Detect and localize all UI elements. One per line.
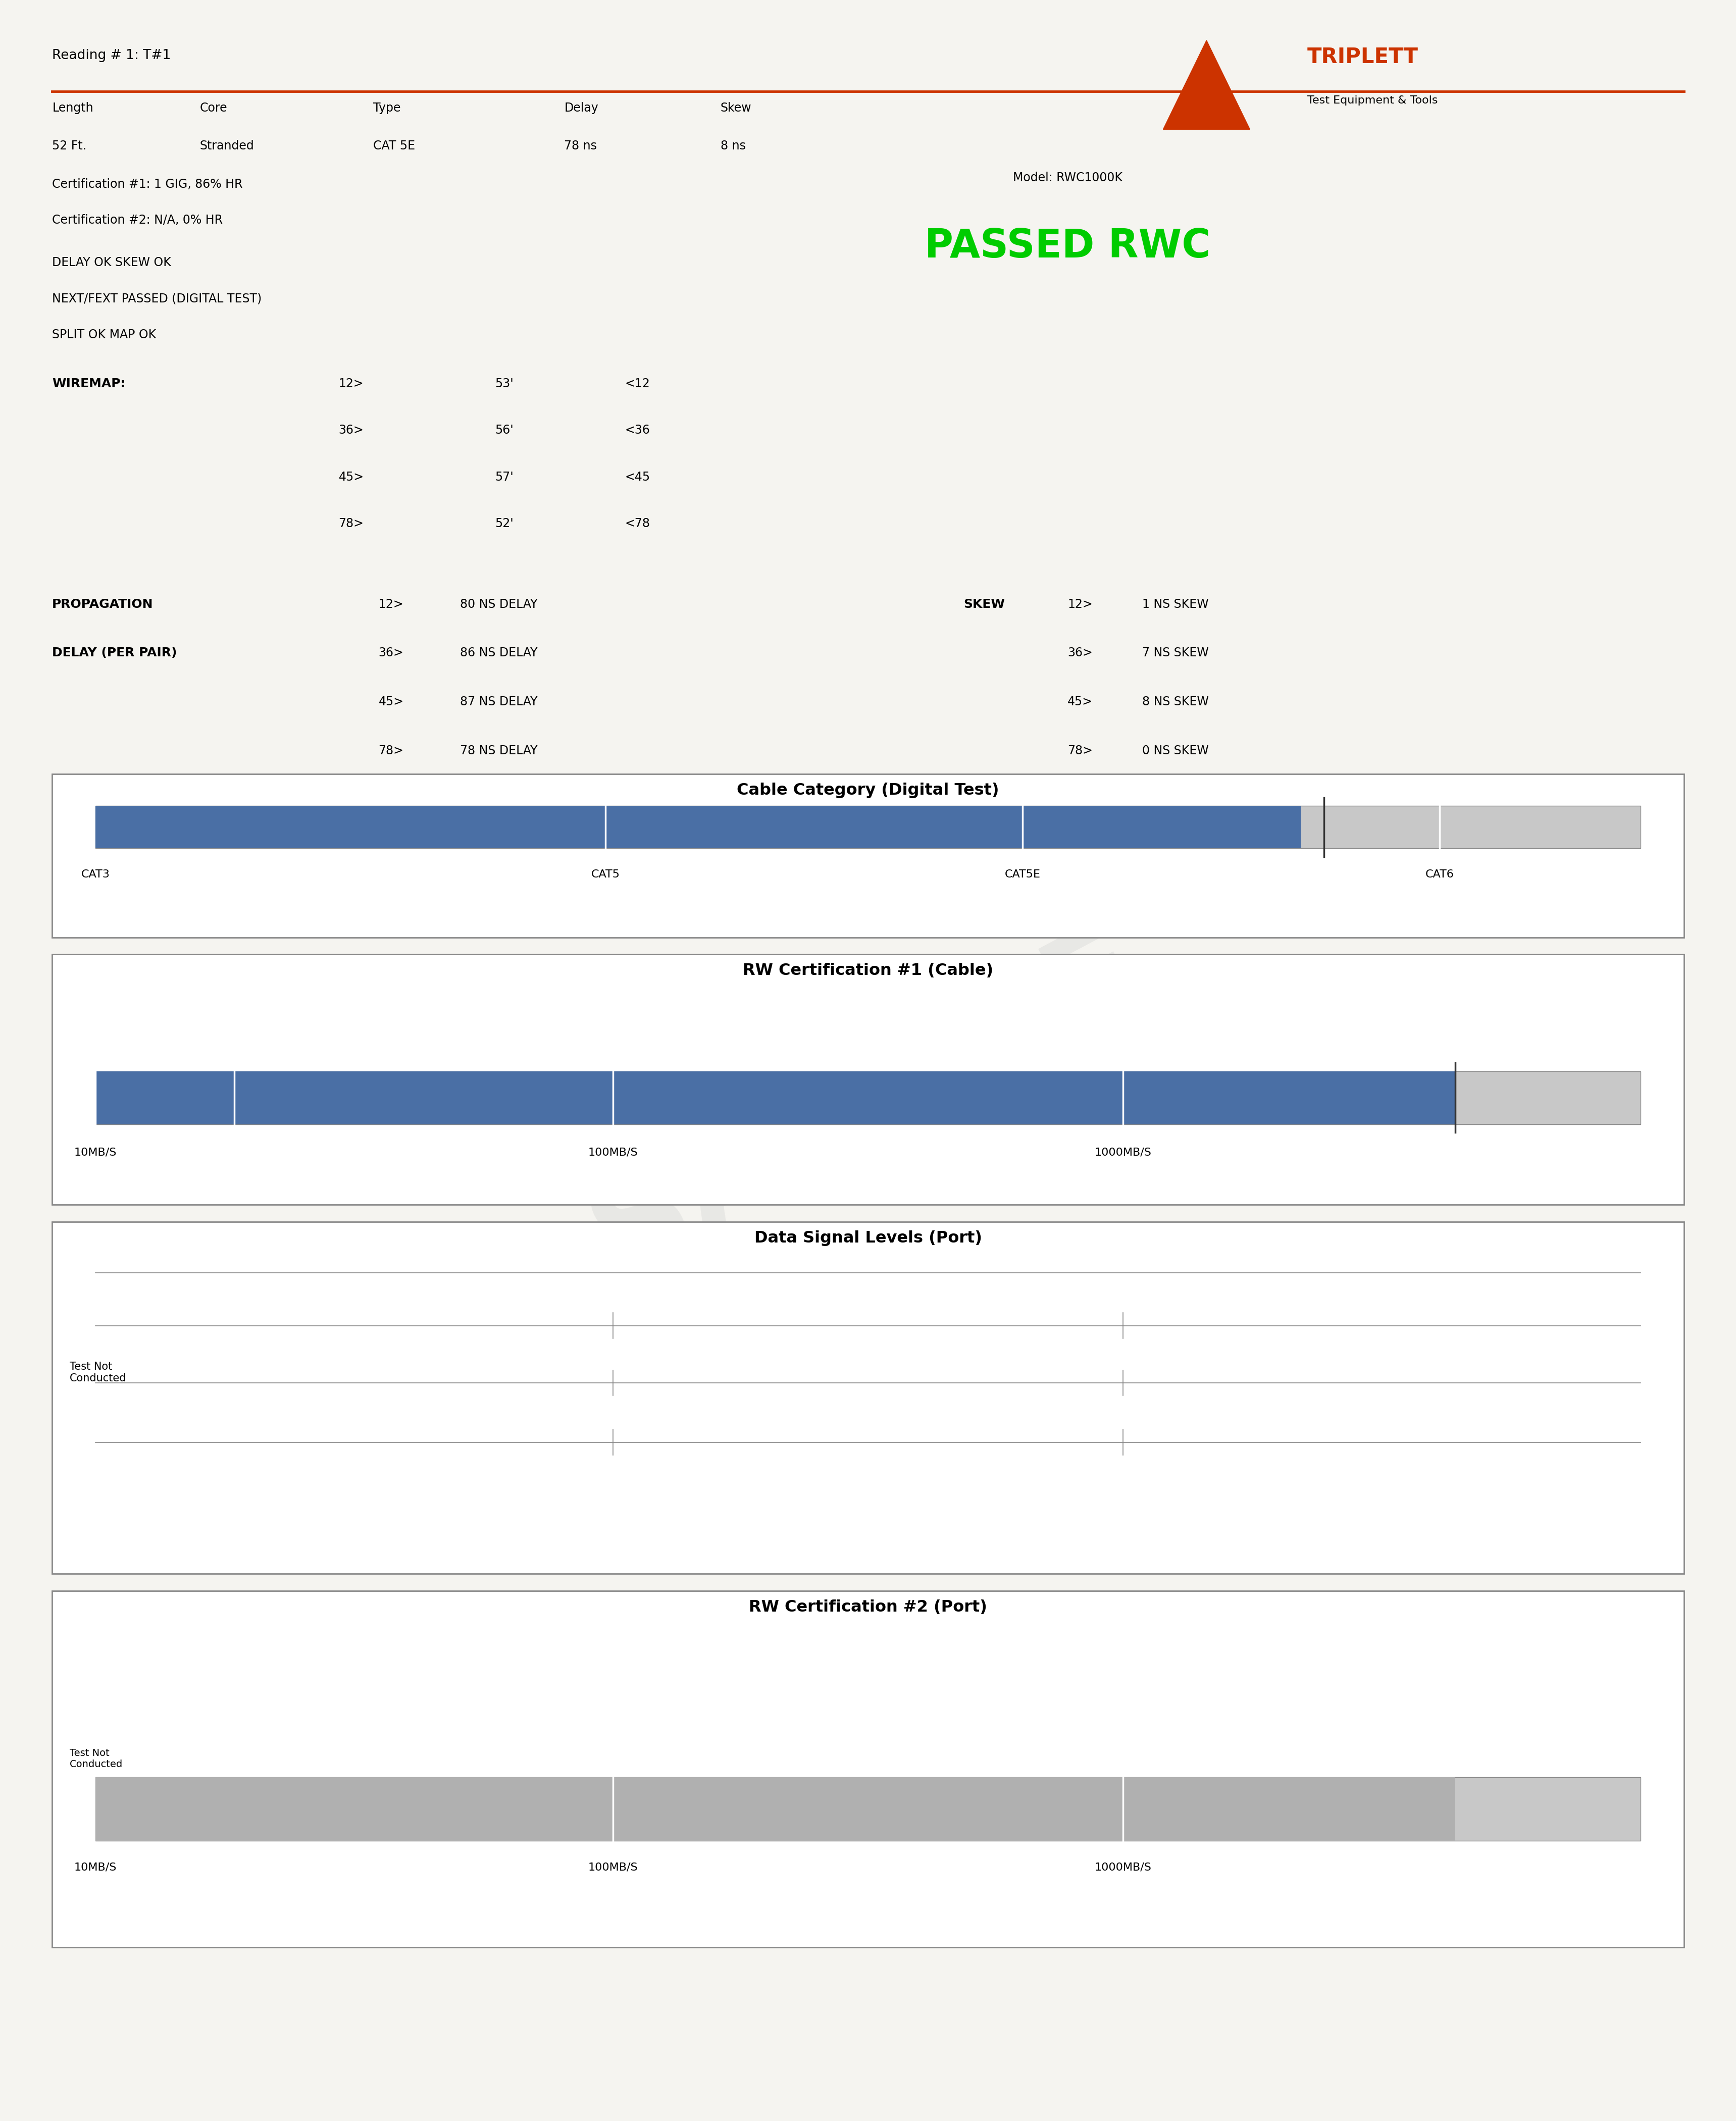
Text: <78: <78 [625,518,651,530]
Bar [95,1071,1641,1124]
Text: <36: <36 [625,424,651,437]
Text: SAMPLE: SAMPLE [571,904,1165,1302]
Text: 1000MB/S: 1000MB/S [1094,1862,1151,1873]
Text: 8 NS SKEW: 8 NS SKEW [1142,696,1208,708]
Text: PASSED RWC: PASSED RWC [925,227,1210,265]
Bar [52,1222,1684,1574]
Text: <12: <12 [625,378,649,390]
Bar [95,806,1300,848]
Text: Reading # 1: T#1: Reading # 1: T#1 [52,49,170,62]
Text: 1000MB/S: 1000MB/S [1094,1147,1151,1158]
Text: Cable Category (Digital Test): Cable Category (Digital Test) [736,783,1000,797]
Polygon shape [1163,40,1250,129]
Text: CAT 5E: CAT 5E [373,140,415,153]
Text: Test Not
Conducted: Test Not Conducted [69,1748,123,1769]
Text: 10MB/S: 10MB/S [75,1147,116,1158]
Text: WIREMAP:: WIREMAP: [52,378,125,390]
Text: SPLIT OK MAP OK: SPLIT OK MAP OK [52,329,156,341]
Bar [52,774,1684,937]
Text: DELAY (PER PAIR): DELAY (PER PAIR) [52,647,177,660]
Text: 45>: 45> [339,471,365,484]
Text: 78 ns: 78 ns [564,140,597,153]
Text: Delay: Delay [564,102,599,115]
Text: 8 ns: 8 ns [720,140,746,153]
Text: 1 NS SKEW: 1 NS SKEW [1142,598,1208,611]
Text: 36>: 36> [1068,647,1094,660]
Text: CAT5: CAT5 [590,870,620,880]
Text: Test Equipment & Tools: Test Equipment & Tools [1307,95,1437,106]
Text: NEXT/FEXT PASSED (DIGITAL TEST): NEXT/FEXT PASSED (DIGITAL TEST) [52,293,262,305]
Text: Stranded: Stranded [200,140,253,153]
Text: DELAY OK SKEW OK: DELAY OK SKEW OK [52,257,172,269]
Text: Skew: Skew [720,102,752,115]
Bar [95,1071,1455,1124]
Text: 53': 53' [495,378,514,390]
Text: Model: RWC1000K: Model: RWC1000K [1012,172,1123,185]
Text: 52 Ft.: 52 Ft. [52,140,87,153]
Text: Type: Type [373,102,401,115]
Bar [52,954,1684,1205]
Text: 52': 52' [495,518,514,530]
Text: Certification #2: N/A, 0% HR: Certification #2: N/A, 0% HR [52,214,222,227]
Text: 45>: 45> [378,696,404,708]
Text: CAT6: CAT6 [1425,870,1455,880]
Bar [95,806,1641,848]
Text: RW Certification #1 (Cable): RW Certification #1 (Cable) [743,963,993,978]
Text: CAT3: CAT3 [82,870,109,880]
Text: Test Not
Conducted: Test Not Conducted [69,1362,127,1383]
Text: 78>: 78> [1068,744,1094,757]
Text: 87 NS DELAY: 87 NS DELAY [460,696,538,708]
Text: 86 NS DELAY: 86 NS DELAY [460,647,538,660]
Text: 78>: 78> [378,744,404,757]
Text: 100MB/S: 100MB/S [589,1147,637,1158]
Text: 12>: 12> [1068,598,1092,611]
Text: Core: Core [200,102,227,115]
Text: Certification #1: 1 GIG, 86% HR: Certification #1: 1 GIG, 86% HR [52,178,243,191]
Text: CAT5E: CAT5E [1005,870,1040,880]
Text: <45: <45 [625,471,651,484]
Text: 56': 56' [495,424,514,437]
Bar [52,1591,1684,1947]
Text: 78>: 78> [339,518,365,530]
Text: 12>: 12> [339,378,363,390]
Text: Data Signal Levels (Port): Data Signal Levels (Port) [753,1230,983,1245]
Text: 36>: 36> [339,424,365,437]
Text: 78 NS DELAY: 78 NS DELAY [460,744,538,757]
Text: 45>: 45> [1068,696,1094,708]
Text: 0 NS SKEW: 0 NS SKEW [1142,744,1208,757]
Text: Length: Length [52,102,94,115]
Text: 7 NS SKEW: 7 NS SKEW [1142,647,1208,660]
Text: 10MB/S: 10MB/S [75,1862,116,1873]
Text: 100MB/S: 100MB/S [589,1862,637,1873]
Text: 36>: 36> [378,647,404,660]
Text: TRIPLETT: TRIPLETT [1307,47,1418,68]
Bar [95,1777,1455,1841]
Text: PROPAGATION: PROPAGATION [52,598,153,611]
Text: 12>: 12> [378,598,403,611]
Text: SKEW: SKEW [963,598,1005,611]
Bar [95,1777,1641,1841]
Text: 57': 57' [495,471,514,484]
Text: 80 NS DELAY: 80 NS DELAY [460,598,538,611]
Text: RW Certification #2 (Port): RW Certification #2 (Port) [748,1599,988,1614]
